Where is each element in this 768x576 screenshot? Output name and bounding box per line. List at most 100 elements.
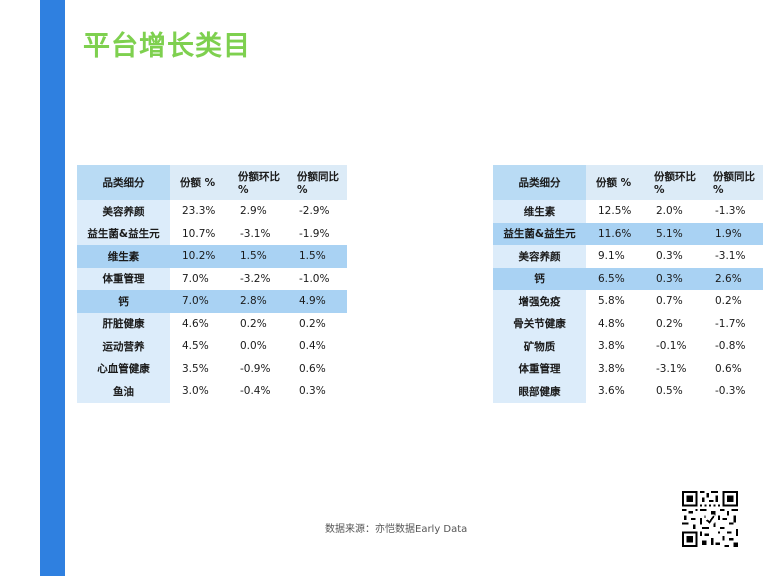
table-row: 眼部健康 3.6% 0.5% -0.3% <box>493 380 763 403</box>
category-cell: 维生素 <box>77 245 170 268</box>
yoy-cell: 1.9% <box>703 222 763 245</box>
mom-cell: 0.2% <box>644 312 703 335</box>
category-cell: 体重管理 <box>493 357 586 380</box>
yoy-cell: 0.2% <box>287 312 347 335</box>
yoy-cell: -2.9% <box>287 200 347 223</box>
share-cell: 12.5% <box>586 200 644 223</box>
header-mom: 份额环比 % <box>644 165 703 200</box>
header-share: 份额 % <box>170 165 228 200</box>
table-row: 益生菌&益生元 10.7% -3.1% -1.9% <box>77 222 347 245</box>
category-cell: 钙 <box>493 267 586 290</box>
table-row: 维生素 12.5% 2.0% -1.3% <box>493 200 763 223</box>
category-cell: 鱼油 <box>77 380 170 403</box>
share-cell: 4.5% <box>170 335 228 358</box>
category-cell: 益生菌&益生元 <box>493 222 586 245</box>
category-cell: 增强免疫 <box>493 290 586 313</box>
yoy-cell: -0.8% <box>703 335 763 358</box>
qr-code-icon <box>682 491 738 547</box>
yoy-cell: 4.9% <box>287 290 347 313</box>
mom-cell: 2.8% <box>228 290 287 313</box>
share-cell: 3.6% <box>586 380 644 403</box>
mom-cell: -3.1% <box>228 222 287 245</box>
yoy-cell: -1.0% <box>287 267 347 290</box>
share-cell: 7.0% <box>170 267 228 290</box>
category-table-left: 品类细分 份额 % 份额环比 % 份额同比 % 美容养颜 23.3% 2.9% -2.… <box>77 165 347 403</box>
table-row: 钙 7.0% 2.8% 4.9% <box>77 290 347 313</box>
category-cell: 矿物质 <box>493 335 586 358</box>
yoy-cell: -0.3% <box>703 380 763 403</box>
mom-cell: 5.1% <box>644 222 703 245</box>
yoy-cell: -3.1% <box>703 245 763 268</box>
share-cell: 10.2% <box>170 245 228 268</box>
category-cell: 美容养颜 <box>493 245 586 268</box>
category-cell: 眼部健康 <box>493 380 586 403</box>
mom-cell: 0.5% <box>644 380 703 403</box>
mom-cell: 0.2% <box>228 312 287 335</box>
table-row: 体重管理 3.8% -3.1% 0.6% <box>493 357 763 380</box>
table-row: 益生菌&益生元 11.6% 5.1% 1.9% <box>493 222 763 245</box>
yoy-cell: 1.5% <box>287 245 347 268</box>
table-row: 美容养颜 23.3% 2.9% -2.9% <box>77 200 347 223</box>
yoy-cell: -1.3% <box>703 200 763 223</box>
table-row: 钙 6.5% 0.3% 2.6% <box>493 267 763 290</box>
share-cell: 10.7% <box>170 222 228 245</box>
header-mom: 份额环比 % <box>228 165 287 200</box>
table-row: 体重管理 7.0% -3.2% -1.0% <box>77 267 347 290</box>
header-category: 品类细分 <box>77 165 170 200</box>
yoy-cell: 0.2% <box>703 290 763 313</box>
category-cell: 心血管健康 <box>77 357 170 380</box>
yoy-cell: -1.9% <box>287 222 347 245</box>
share-cell: 3.8% <box>586 357 644 380</box>
table-row: 肝脏健康 4.6% 0.2% 0.2% <box>77 312 347 335</box>
mom-cell: 0.3% <box>644 245 703 268</box>
category-cell: 钙 <box>77 290 170 313</box>
share-cell: 6.5% <box>586 267 644 290</box>
table-row: 心血管健康 3.5% -0.9% 0.6% <box>77 357 347 380</box>
category-cell: 维生素 <box>493 200 586 223</box>
table-row: 增强免疫 5.8% 0.7% 0.2% <box>493 290 763 313</box>
mom-cell: 2.9% <box>228 200 287 223</box>
table-row: 矿物质 3.8% -0.1% -0.8% <box>493 335 763 358</box>
share-cell: 3.0% <box>170 380 228 403</box>
header-yoy: 份额同比 % <box>287 165 347 200</box>
share-cell: 9.1% <box>586 245 644 268</box>
mom-cell: -0.4% <box>228 380 287 403</box>
table-header-row: 品类细分 份额 % 份额环比 % 份额同比 % <box>493 165 763 200</box>
yoy-cell: -1.7% <box>703 312 763 335</box>
table-row: 维生素 10.2% 1.5% 1.5% <box>77 245 347 268</box>
mom-cell: -0.9% <box>228 357 287 380</box>
mom-cell: 0.0% <box>228 335 287 358</box>
table-header-row: 品类细分 份额 % 份额环比 % 份额同比 % <box>77 165 347 200</box>
share-cell: 4.6% <box>170 312 228 335</box>
side-accent-bar <box>40 0 65 576</box>
mom-cell: 1.5% <box>228 245 287 268</box>
header-category: 品类细分 <box>493 165 586 200</box>
page-title: 平台增长类目 <box>83 31 251 62</box>
category-cell: 骨关节健康 <box>493 312 586 335</box>
yoy-cell: 0.6% <box>703 357 763 380</box>
category-cell: 益生菌&益生元 <box>77 222 170 245</box>
share-cell: 3.8% <box>586 335 644 358</box>
category-cell: 运动营养 <box>77 335 170 358</box>
table-row: 运动营养 4.5% 0.0% 0.4% <box>77 335 347 358</box>
category-cell: 美容养颜 <box>77 200 170 223</box>
mom-cell: 0.3% <box>644 267 703 290</box>
share-cell: 4.8% <box>586 312 644 335</box>
category-cell: 体重管理 <box>77 267 170 290</box>
share-cell: 5.8% <box>586 290 644 313</box>
share-cell: 11.6% <box>586 222 644 245</box>
mom-cell: 2.0% <box>644 200 703 223</box>
mom-cell: 0.7% <box>644 290 703 313</box>
yoy-cell: 0.6% <box>287 357 347 380</box>
header-share: 份额 % <box>586 165 644 200</box>
table-row: 鱼油 3.0% -0.4% 0.3% <box>77 380 347 403</box>
share-cell: 7.0% <box>170 290 228 313</box>
yoy-cell: 0.4% <box>287 335 347 358</box>
share-cell: 3.5% <box>170 357 228 380</box>
yoy-cell: 2.6% <box>703 267 763 290</box>
table-row: 骨关节健康 4.8% 0.2% -1.7% <box>493 312 763 335</box>
mom-cell: -3.2% <box>228 267 287 290</box>
mom-cell: -0.1% <box>644 335 703 358</box>
table-row: 美容养颜 9.1% 0.3% -3.1% <box>493 245 763 268</box>
share-cell: 23.3% <box>170 200 228 223</box>
